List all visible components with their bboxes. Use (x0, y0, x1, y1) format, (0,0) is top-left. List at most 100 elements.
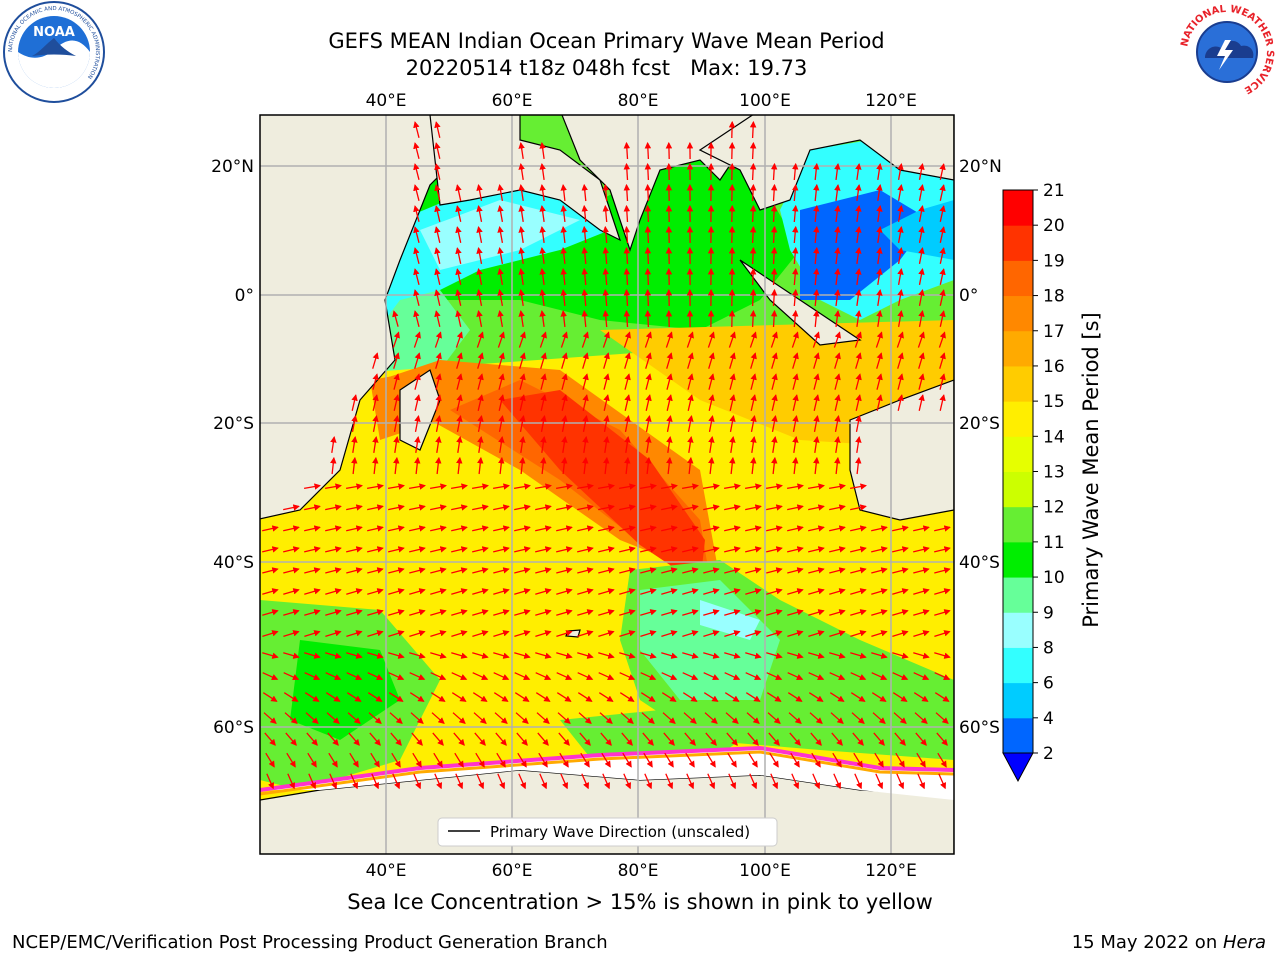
wave-direction-arrow (829, 692, 845, 702)
wave-direction-arrow (833, 773, 842, 790)
wave-direction-arrow (519, 352, 526, 369)
wave-direction-arrow (602, 183, 610, 202)
wave-direction-arrow (831, 732, 843, 746)
wave-direction-arrow (682, 672, 699, 681)
wave-direction-arrow (855, 268, 862, 285)
wave-direction-arrow (492, 483, 510, 490)
wave-direction-arrow (703, 546, 720, 553)
wave-direction-arrow (639, 483, 657, 490)
wave-direction-arrow (409, 692, 425, 702)
wave-direction-arrow (414, 394, 421, 411)
wave-direction-arrow (745, 525, 762, 532)
wave-direction-arrow (451, 525, 468, 532)
wave-direction-arrow (413, 247, 420, 264)
wave-direction-arrow (514, 546, 531, 553)
wave-direction-arrow (409, 672, 426, 681)
wave-direction-arrow (451, 609, 468, 616)
wave-direction-arrow (559, 752, 569, 768)
wave-direction-arrow (451, 652, 468, 659)
wave-direction-arrow (770, 246, 778, 265)
wave-direction-arrow (896, 331, 904, 348)
wave-direction-arrow (703, 609, 720, 616)
bottom-tick-label: 100°E (739, 861, 791, 881)
wave-direction-arrow (539, 163, 546, 180)
wave-direction-arrow (451, 504, 468, 511)
wave-direction-arrow (372, 373, 379, 390)
wave-direction-arrow (834, 373, 841, 390)
wave-direction-arrow (749, 225, 757, 244)
wave-direction-arrow (519, 373, 526, 390)
wave-direction-arrow (790, 752, 800, 768)
wave-direction-arrow (913, 652, 930, 659)
wave-direction-arrow (850, 588, 867, 595)
wave-direction-arrow (326, 712, 340, 725)
wave-direction-arrow (535, 504, 552, 511)
wave-direction-arrow (829, 546, 846, 553)
wave-direction-arrow (917, 331, 925, 348)
wave-direction-arrow (745, 630, 762, 638)
wave-direction-arrow (813, 456, 820, 475)
wave-direction-arrow (939, 373, 946, 390)
wave-direction-arrow (765, 483, 783, 490)
wave-direction-arrow (456, 352, 463, 369)
wave-direction-arrow (535, 692, 551, 702)
wave-direction-arrow (346, 567, 363, 574)
wave-direction-arrow (624, 415, 631, 433)
wave-direction-arrow (813, 436, 820, 453)
wave-direction-arrow (682, 630, 699, 638)
wave-direction-arrow (262, 525, 279, 532)
wave-direction-arrow (913, 609, 930, 616)
wave-direction-arrow (746, 712, 760, 725)
wave-direction-arrow (582, 352, 589, 369)
sea-ice-note: Sea Ice Concentration > 15% is shown in … (347, 890, 933, 914)
wave-direction-arrow (493, 546, 510, 553)
wave-direction-arrow (287, 773, 296, 790)
wave-direction-arrow (262, 630, 279, 638)
wave-direction-arrow (706, 752, 716, 768)
wave-direction-arrow (934, 630, 951, 638)
wave-direction-arrow (435, 373, 442, 390)
wave-direction-arrow (602, 288, 610, 307)
wave-direction-arrow (807, 483, 825, 490)
wave-direction-arrow (434, 331, 442, 348)
wave-direction-arrow (455, 331, 463, 348)
wave-direction-arrow (283, 567, 300, 574)
wave-direction-arrow (724, 630, 741, 638)
wave-direction-arrow (897, 163, 904, 181)
wave-direction-arrow (598, 588, 615, 595)
wave-direction-arrow (644, 309, 652, 328)
wave-direction-arrow (493, 588, 510, 595)
wave-direction-arrow (791, 162, 799, 181)
wave-direction-arrow (808, 567, 825, 574)
wave-direction-arrow (285, 732, 297, 746)
wave-direction-arrow (477, 394, 484, 411)
wave-direction-arrow (939, 352, 946, 369)
bottom-tick-label: 80°E (618, 861, 659, 881)
wave-direction-arrow (602, 309, 610, 328)
wave-direction-arrow (787, 567, 804, 574)
wave-direction-arrow (581, 773, 590, 790)
wave-direction-arrow (766, 692, 782, 702)
wave-direction-arrow (687, 415, 694, 433)
wave-direction-arrow (623, 331, 631, 348)
wave-direction-arrow (455, 289, 462, 306)
wave-direction-arrow (644, 331, 652, 348)
left-tick-label: 0° (235, 286, 254, 306)
wave-direction-arrow (813, 267, 820, 286)
wave-direction-arrow (388, 672, 405, 681)
wave-direction-arrow (432, 732, 444, 746)
wave-direction-arrow (514, 630, 531, 638)
wave-direction-arrow (875, 773, 884, 790)
wave-direction-arrow (768, 732, 780, 746)
wave-direction-arrow (770, 225, 778, 244)
wave-direction-arrow (850, 652, 867, 659)
wave-direction-arrow (556, 504, 573, 511)
colorbar-tick-label: 8 (1043, 638, 1054, 658)
wave-direction-arrow (644, 141, 652, 160)
wave-direction-arrow (829, 672, 846, 681)
wave-direction-arrow (624, 394, 631, 411)
wave-direction-arrow (413, 310, 420, 327)
wave-direction-arrow (514, 692, 530, 702)
land-masses (260, 115, 954, 854)
wave-direction-arrow (603, 415, 610, 433)
